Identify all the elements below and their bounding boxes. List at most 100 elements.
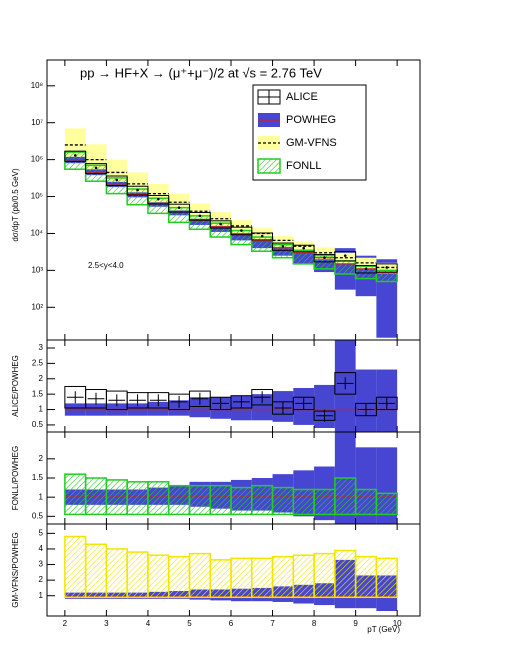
data-point xyxy=(198,214,202,218)
data-point xyxy=(343,254,347,257)
x-tick-label: 8 xyxy=(312,619,317,628)
uncertainty-band xyxy=(64,128,86,157)
y-tick-label: 2 xyxy=(39,374,44,383)
hatched-box xyxy=(147,197,170,215)
y-tick-label: 3 xyxy=(39,560,44,569)
hatched-box xyxy=(126,188,149,206)
ratio-hatched-box xyxy=(292,554,315,599)
powheg-band xyxy=(355,447,377,524)
y-tick-label: 4 xyxy=(39,544,44,553)
ratio-box xyxy=(375,396,398,411)
y-axis-label: FONLL/POWHEG xyxy=(11,446,20,510)
powheg-band xyxy=(376,447,398,524)
data-point xyxy=(281,244,285,248)
y-tick-label: 3 xyxy=(39,343,44,352)
y-tick-label: 1.5 xyxy=(32,473,44,482)
data-point xyxy=(302,246,305,250)
data-box xyxy=(375,263,398,273)
data-point xyxy=(94,166,98,170)
data-point xyxy=(115,178,119,182)
x-tick-label: 9 xyxy=(353,619,358,628)
data-box xyxy=(209,220,232,229)
ratio-hatched-box xyxy=(147,481,170,516)
data-box xyxy=(334,251,357,262)
y-tick-label: 10⁷ xyxy=(31,118,43,127)
y-tick-label: 10⁴ xyxy=(31,229,44,238)
data-point xyxy=(219,222,222,226)
x-tick-label: 6 xyxy=(229,619,234,628)
data-point xyxy=(240,229,243,232)
ratio-hatched-box xyxy=(167,555,191,599)
ratio-hatched-box xyxy=(230,486,253,516)
uncertainty-band xyxy=(85,144,107,170)
ratio-hatched-box xyxy=(64,473,87,516)
data-box xyxy=(292,244,315,253)
data-box xyxy=(126,185,149,196)
powheg-band xyxy=(168,400,190,416)
powheg-band xyxy=(147,401,169,416)
ratio-box xyxy=(292,396,315,411)
ratio-hatched-box xyxy=(251,557,274,599)
powheg-band xyxy=(189,397,211,418)
data-point xyxy=(136,188,139,192)
panel xyxy=(64,340,398,432)
data-box xyxy=(105,175,128,186)
panel xyxy=(64,128,398,338)
data-box xyxy=(188,211,211,221)
ratio-hatched-box xyxy=(167,484,191,516)
ratio-hatched-box xyxy=(188,552,211,599)
ratio-hatched-box xyxy=(84,477,108,516)
y-axis-label: dσ/dpT (pb/0.5 GeV) xyxy=(11,168,20,242)
x-axis-label: pT (GeV) xyxy=(367,625,400,634)
ratio-hatched-box xyxy=(105,548,128,599)
panel xyxy=(64,535,398,612)
ratio-hatched-box xyxy=(147,554,170,599)
chart-title: pp → HF+X → (μ⁺+μ⁻)/2 at √s = 2.76 TeV xyxy=(80,65,322,80)
data-point xyxy=(177,206,181,209)
x-tick-label: 2 xyxy=(63,619,68,628)
data-box xyxy=(230,226,253,236)
ratio-hatched-box xyxy=(251,484,274,516)
ratio-hatched-box xyxy=(375,492,398,516)
ratio-hatched-box xyxy=(84,543,108,599)
y-axis-label: ALICE/POWHEG xyxy=(11,355,20,417)
y-tick-label: 2 xyxy=(39,454,44,463)
ratio-hatched-box xyxy=(375,557,398,599)
hatched-box xyxy=(167,206,191,224)
data-box xyxy=(147,194,170,205)
ratio-hatched-box xyxy=(292,488,315,516)
ratio-hatched-box xyxy=(64,535,87,599)
data-box xyxy=(85,163,107,175)
x-tick-label: 3 xyxy=(104,619,109,628)
legend-label: GM-VFNS xyxy=(286,137,337,149)
powheg-band xyxy=(314,384,335,428)
legend-label: POWHEG xyxy=(286,114,336,126)
plot-frame xyxy=(46,523,421,617)
legend-symbol xyxy=(257,158,281,174)
y-tick-label: 1 xyxy=(39,591,44,600)
annotation: 2.5<y<4.0 xyxy=(88,261,124,270)
ratio-hatched-box xyxy=(126,551,149,599)
y-tick-label: 10⁵ xyxy=(31,192,43,201)
ratio-hatched-box xyxy=(334,549,357,599)
hatched-box xyxy=(230,229,253,246)
y-tick-label: 10⁶ xyxy=(31,155,43,164)
data-point xyxy=(157,197,160,201)
x-tick-label: 7 xyxy=(270,619,275,628)
data-point xyxy=(385,266,389,269)
data-box xyxy=(168,203,190,213)
ratio-hatched-box xyxy=(271,555,295,599)
legend-label: ALICE xyxy=(286,91,318,103)
ratio-hatched-box xyxy=(188,484,211,516)
ratio-hatched-box xyxy=(313,552,336,599)
y-tick-label: 10² xyxy=(31,302,43,311)
ratio-hatched-box xyxy=(313,488,336,516)
y-tick-label: 0.5 xyxy=(32,511,44,520)
data-point xyxy=(73,154,77,157)
y-tick-label: 2.5 xyxy=(32,358,44,367)
data-box xyxy=(64,150,87,162)
ratio-hatched-box xyxy=(354,488,378,516)
ratio-hatched-box xyxy=(209,559,232,599)
y-axis-label: GM-VFNS/POWHEG xyxy=(11,532,20,608)
